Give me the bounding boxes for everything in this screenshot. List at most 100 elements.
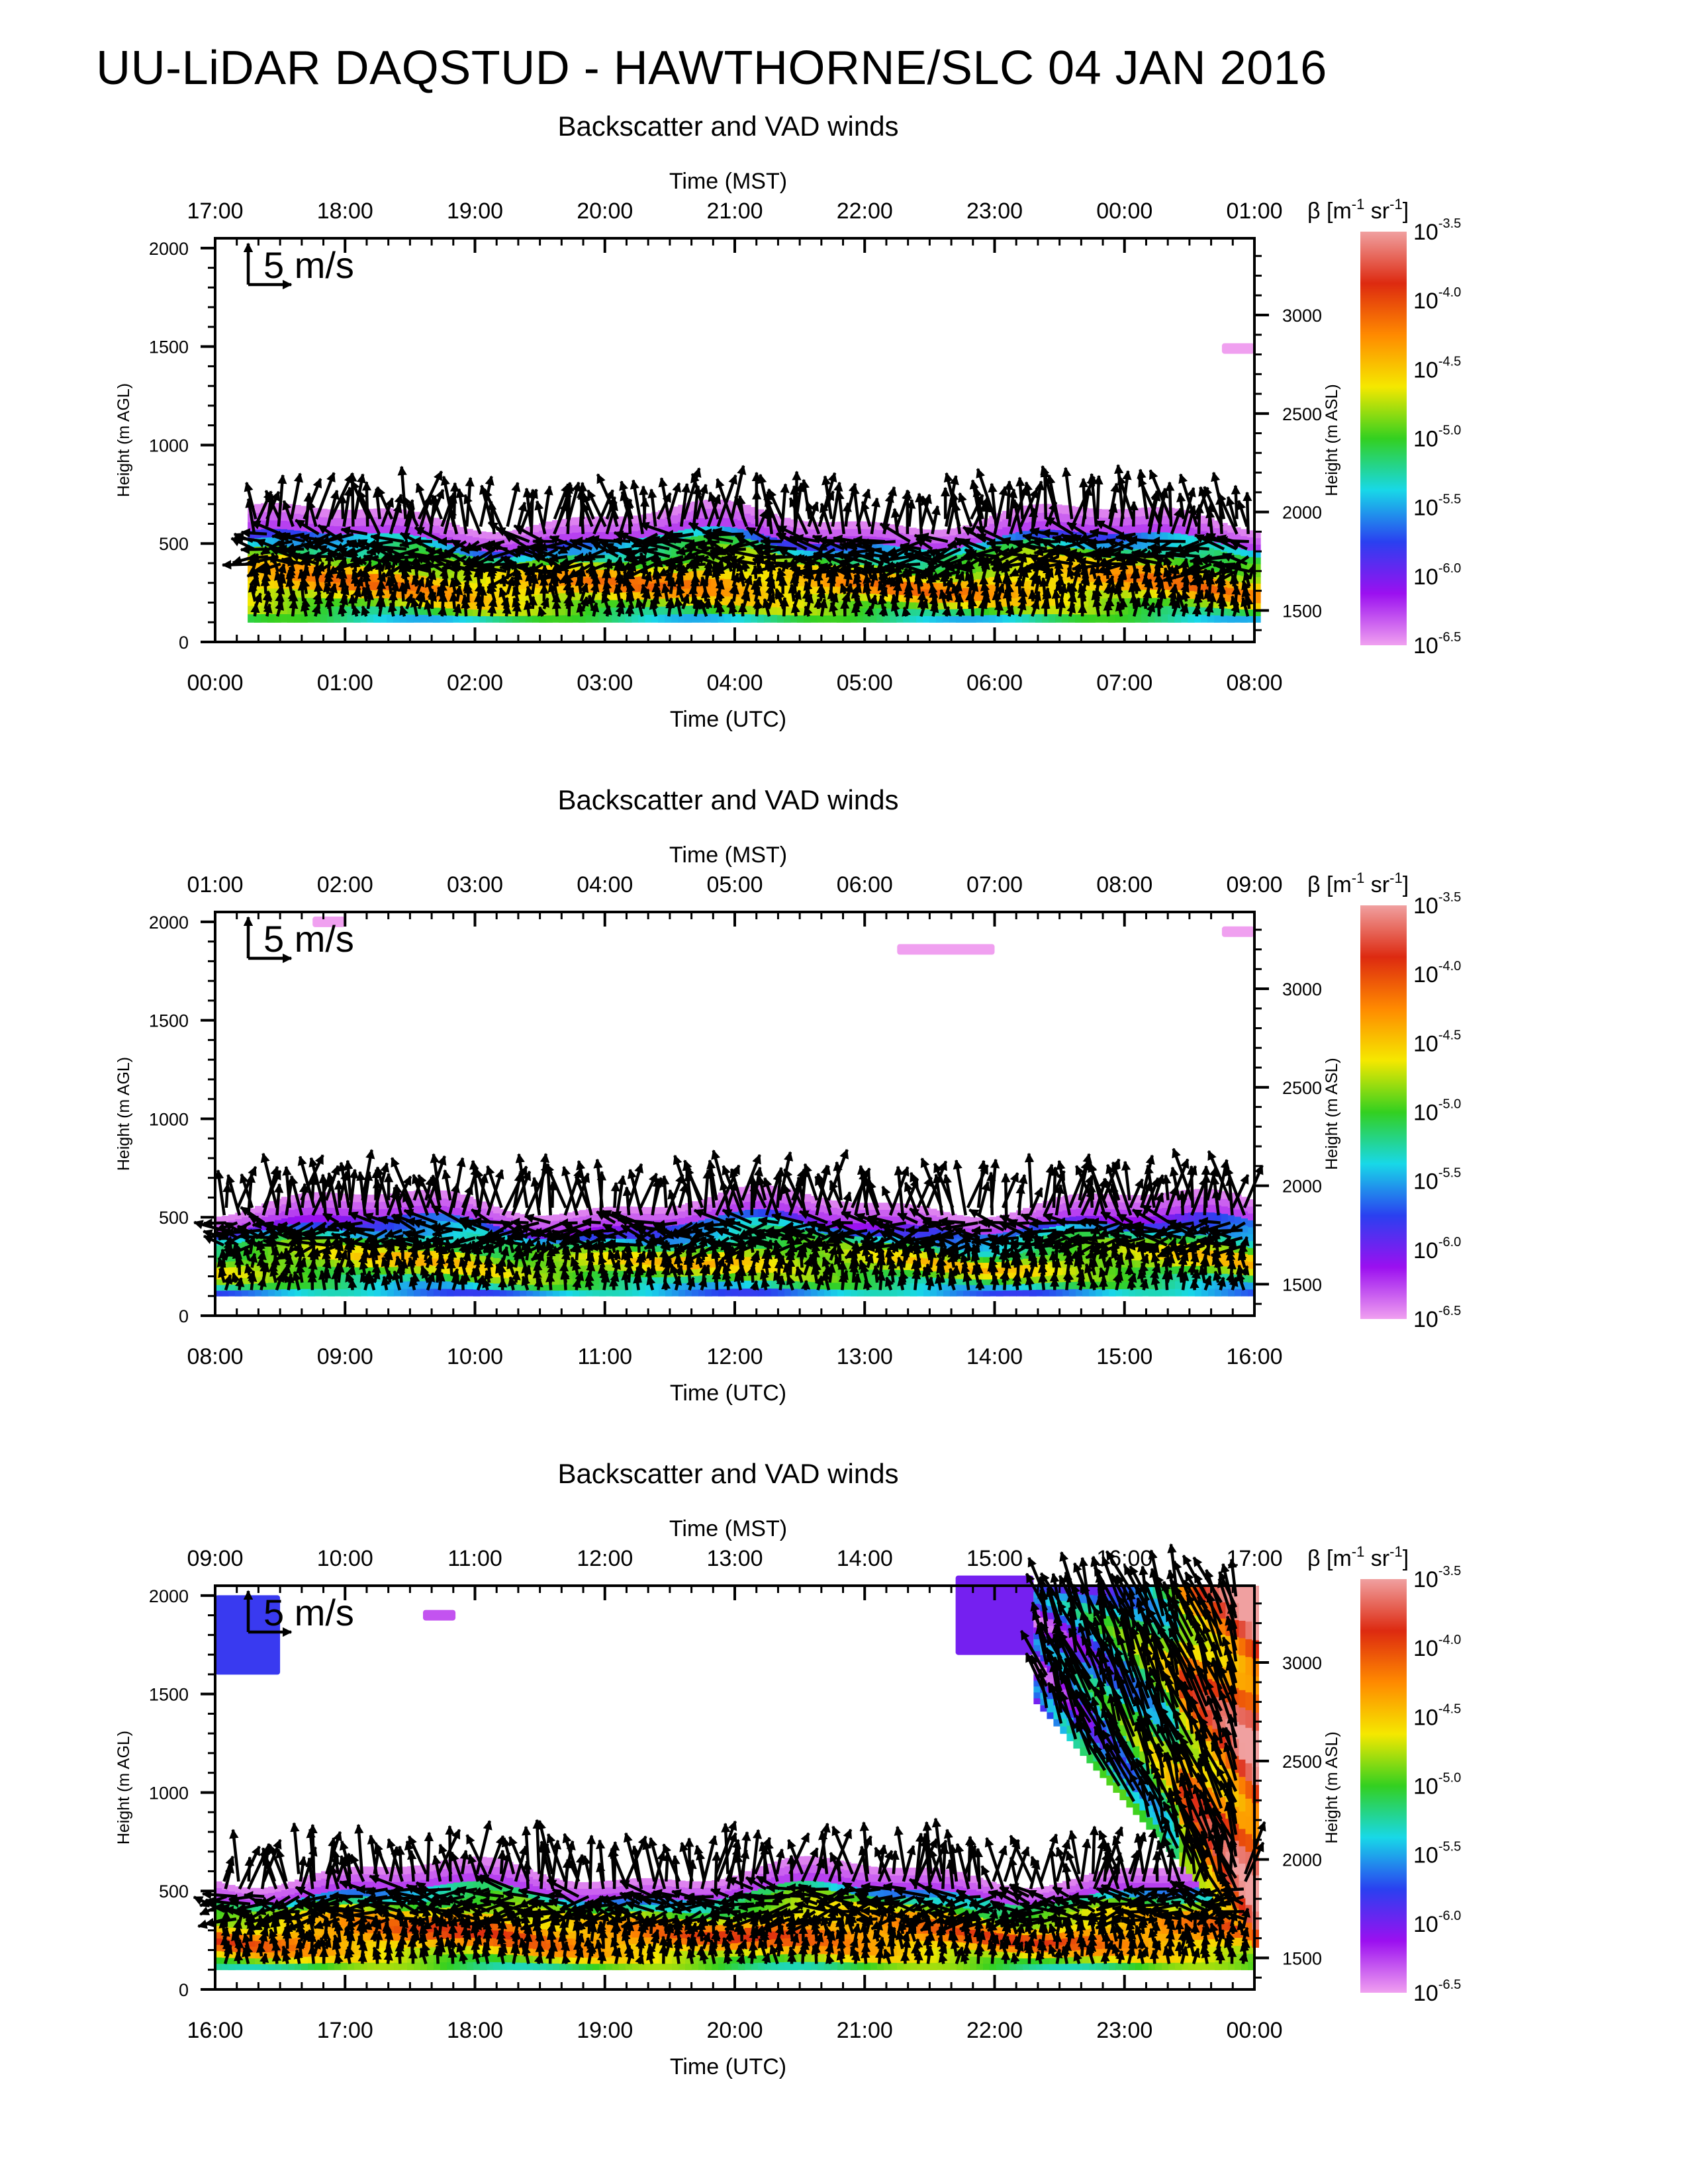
backscatter-cell	[811, 1281, 818, 1289]
backscatter-cell	[837, 572, 844, 580]
backscatter-cell	[320, 614, 328, 623]
colorbar-title-part: -1	[1389, 196, 1403, 212]
backscatter-cell	[268, 1289, 275, 1297]
backscatter-cell	[910, 602, 917, 610]
backscatter-cell	[459, 581, 467, 589]
backscatter-cell	[552, 520, 559, 528]
backscatter-cell	[692, 1214, 699, 1222]
backscatter-cell	[1102, 541, 1109, 551]
backscatter-cell	[473, 609, 480, 616]
wind-vector	[800, 478, 812, 520]
backscatter-cell	[532, 615, 539, 623]
wind-vector	[364, 590, 375, 610]
backscatter-cell	[261, 614, 268, 623]
backscatter-cell	[599, 1289, 606, 1297]
backscatter-cell	[387, 516, 394, 525]
wind-vector	[244, 481, 258, 520]
backscatter-cell	[433, 570, 440, 578]
backscatter-cell	[354, 1201, 361, 1210]
backscatter-cell	[367, 517, 374, 525]
backscatter-cell	[1088, 581, 1096, 590]
backscatter-cell	[1168, 524, 1175, 533]
backscatter-cell	[784, 540, 791, 549]
backscatter-cell	[771, 529, 778, 538]
backscatter-cell	[632, 599, 639, 608]
backscatter-cell	[976, 608, 983, 615]
backscatter-cell	[1188, 590, 1195, 599]
backscatter-cell	[883, 530, 890, 538]
backscatter-cell	[1049, 614, 1056, 623]
wind-vector	[240, 528, 267, 538]
backscatter-cell	[612, 614, 619, 623]
backscatter-cell	[810, 529, 818, 537]
backscatter-cell	[334, 598, 341, 607]
backscatter-cell	[989, 607, 996, 615]
backscatter-cell	[294, 505, 301, 514]
backscatter-cell	[745, 1280, 752, 1289]
backscatter-cell	[1141, 532, 1149, 541]
backscatter-cell	[1188, 535, 1195, 544]
backscatter-cell	[566, 1290, 573, 1297]
backscatter-cell	[354, 1267, 361, 1275]
backscatter-cell	[308, 1214, 315, 1222]
backscatter-cell	[679, 1217, 686, 1225]
wind-vector	[858, 567, 884, 577]
backscatter-cell	[393, 614, 400, 623]
backscatter-cell	[698, 561, 705, 570]
backscatter-cell	[1221, 558, 1228, 567]
backscatter-cell	[658, 518, 665, 527]
backscatter-cell	[242, 1277, 249, 1285]
backscatter-cell	[545, 608, 553, 615]
backscatter-cell	[638, 576, 645, 584]
backscatter-cell	[380, 508, 387, 518]
backscatter-cell	[1049, 605, 1056, 615]
backscatter-cell	[943, 542, 950, 550]
backscatter-cell	[896, 615, 904, 623]
backscatter-cell	[373, 614, 381, 623]
backscatter-cell	[831, 1207, 838, 1215]
backscatter-cell	[764, 614, 771, 623]
wind-vector	[1243, 491, 1252, 534]
panel-subtitle: Backscatter and VAD winds	[557, 784, 898, 815]
backscatter-cell	[592, 1283, 600, 1291]
backscatter-cell	[758, 1208, 765, 1217]
backscatter-cell	[784, 584, 791, 593]
backscatter-cell	[1254, 602, 1261, 610]
wind-vector	[906, 498, 916, 527]
backscatter-cell	[818, 1247, 825, 1255]
backscatter-cell	[870, 1283, 878, 1290]
backscatter-cell	[718, 614, 725, 623]
backscatter-cell	[539, 530, 546, 538]
backscatter-cell	[724, 604, 731, 614]
backscatter-cell	[1088, 598, 1096, 607]
backscatter-cell	[1254, 531, 1261, 539]
backscatter-cell	[671, 515, 679, 524]
backscatter-cell	[506, 1290, 514, 1297]
backscatter-cell	[645, 513, 652, 522]
backscatter-cell	[823, 608, 831, 615]
backscatter-cell	[1055, 504, 1062, 514]
wind-vector	[917, 590, 927, 602]
backscatter-cell	[1002, 614, 1009, 623]
wind-vector	[709, 529, 744, 539]
backscatter-cell	[632, 1289, 639, 1297]
backscatter-cell	[267, 537, 275, 546]
wind-vector	[369, 533, 404, 543]
backscatter-cell	[440, 1288, 447, 1297]
backscatter-cell	[956, 554, 963, 562]
backscatter-cell	[1015, 531, 1023, 541]
backscatter-cell	[850, 528, 857, 537]
backscatter-cell	[962, 615, 970, 623]
backscatter-cell	[440, 615, 447, 623]
wind-vector	[363, 553, 391, 566]
backscatter-cell	[268, 1282, 275, 1290]
backscatter-cell	[374, 1289, 381, 1297]
backscatter-cell	[659, 1213, 666, 1220]
backscatter-cell	[466, 535, 473, 543]
wind-vector	[263, 603, 273, 617]
backscatter-cell	[930, 1214, 937, 1222]
backscatter-cell	[1201, 576, 1208, 585]
backscatter-cell	[268, 1208, 275, 1215]
backscatter-cell	[943, 549, 950, 557]
